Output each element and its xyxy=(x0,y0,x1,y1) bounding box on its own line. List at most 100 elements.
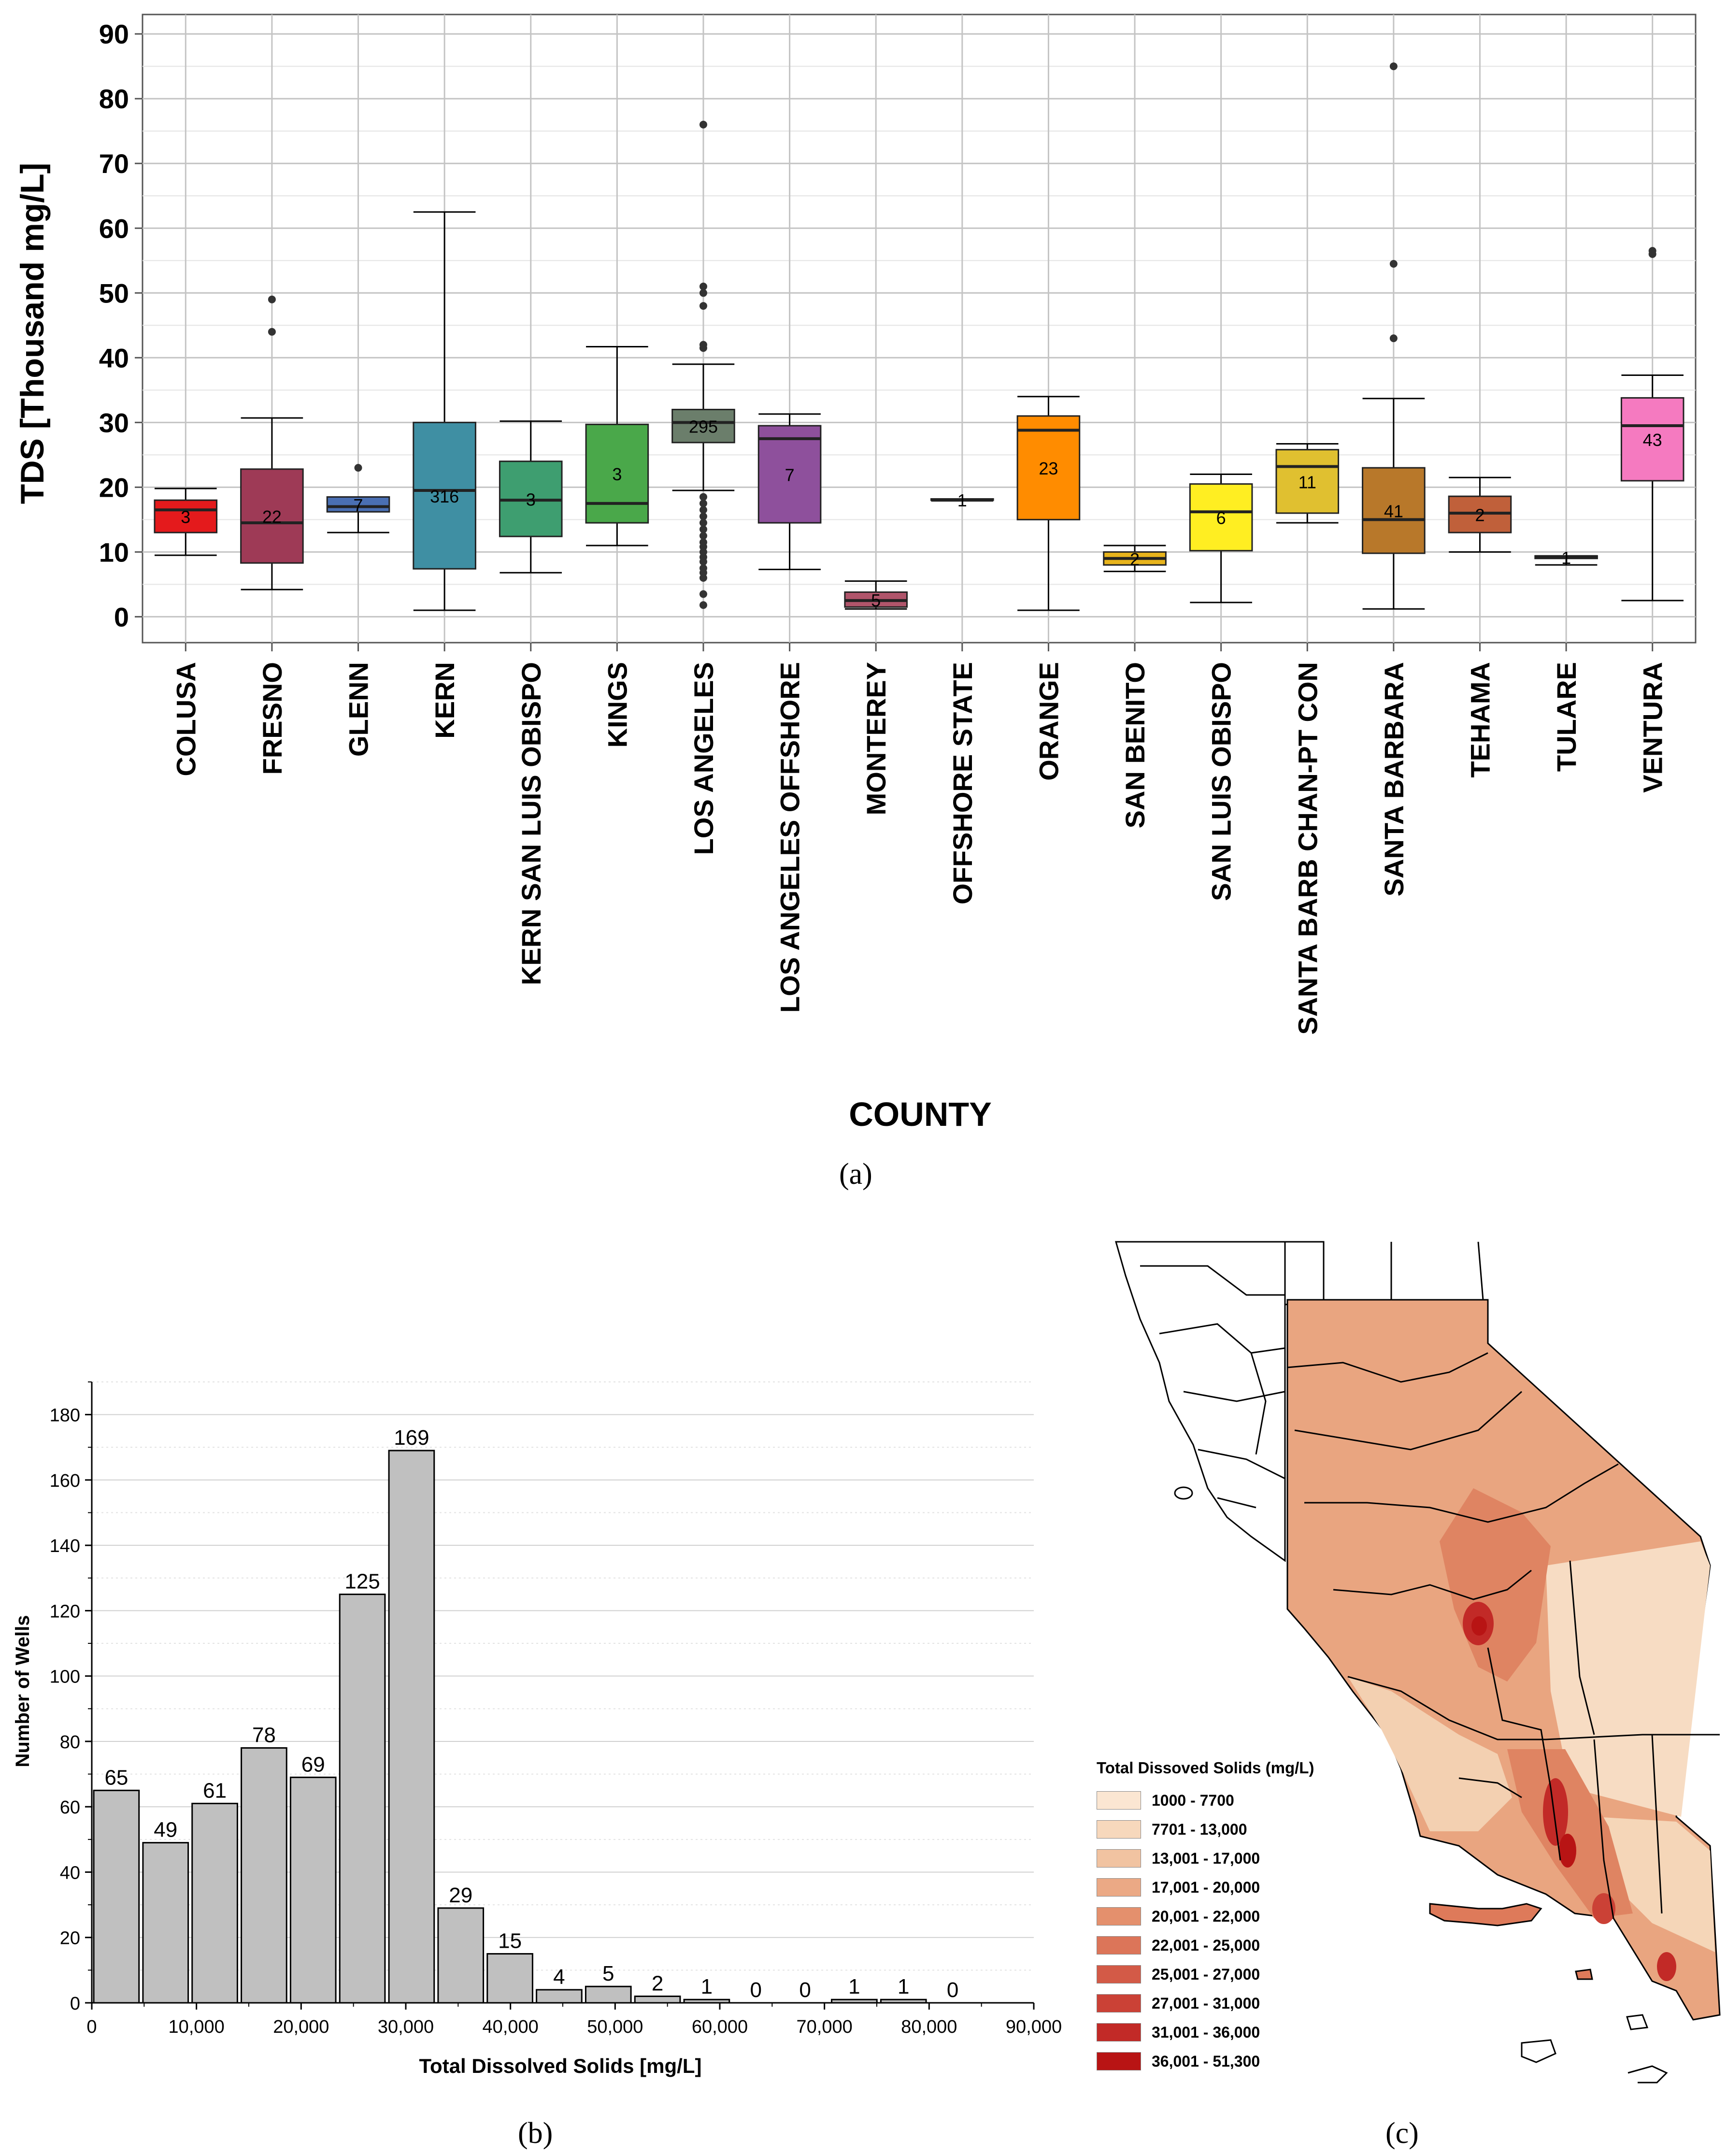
box-plot: 0 10 20 30 40 50 60 70 80 90 3 22 7 316 3 3 295 7 5 1 23 2 6 1… xyxy=(14,14,1697,1133)
box-plot-y-ticks: 0 10 20 30 40 50 60 70 80 90 xyxy=(99,19,143,632)
hist-bar-value-label: 15 xyxy=(498,1929,522,1953)
hist-bar-value-label: 5 xyxy=(602,1962,614,1985)
box-outlier xyxy=(1389,62,1398,71)
hist-x-tick-label: 90,000 xyxy=(1006,2017,1062,2037)
legend-label: 20,001 - 22,000 xyxy=(1152,1907,1260,1925)
box-count-label: 1 xyxy=(957,490,967,510)
box-x-tick-label: MONTEREY xyxy=(861,662,891,815)
legend-swatch xyxy=(1097,1849,1141,1868)
map-hotspot-sd xyxy=(1657,1952,1676,1981)
hist-bar xyxy=(536,1989,583,2004)
legend-label: 13,001 - 17,000 xyxy=(1152,1849,1260,1867)
hist-x-tick-label: 80,000 xyxy=(901,2017,957,2037)
box-outlier xyxy=(699,532,707,540)
box-count-label: 1 xyxy=(1561,548,1571,568)
box-y-tick-label: 70 xyxy=(99,148,129,179)
box-y-tick-label: 0 xyxy=(114,602,129,632)
box-y-tick-label: 90 xyxy=(99,19,129,49)
box-count-label: 43 xyxy=(1643,430,1662,450)
legend-label: 25,001 - 27,000 xyxy=(1152,1965,1260,1983)
hist-bar xyxy=(241,1747,287,2004)
map-mid-band-2 xyxy=(1507,1749,1633,1918)
map-legend-item: 36,001 - 51,300 xyxy=(1097,2047,1386,2076)
box-count-label: 316 xyxy=(430,487,459,506)
hist-y-tick-label: 100 xyxy=(50,1667,80,1687)
box-count-label: 22 xyxy=(262,507,282,527)
map-legend-item: 22,001 - 25,000 xyxy=(1097,1931,1386,1960)
hist-bar-value-label: 78 xyxy=(252,1723,276,1747)
legend-label: 17,001 - 20,000 xyxy=(1152,1878,1260,1896)
hist-bar xyxy=(831,1998,878,2004)
box-body xyxy=(1275,449,1340,514)
hist-bar-value-label: 49 xyxy=(154,1818,177,1842)
box-y-tick-label: 50 xyxy=(99,278,129,308)
panel-caption-c: (c) xyxy=(1385,2117,1419,2150)
hist-bar-value-label: 29 xyxy=(449,1883,472,1907)
hist-x-tick-label: 60,000 xyxy=(692,2017,748,2037)
hist-x-tick-label: 30,000 xyxy=(378,2017,434,2037)
hist-bar-value-label: 0 xyxy=(750,1978,762,2002)
hist-y-tick-label: 80 xyxy=(60,1732,80,1753)
box-x-tick-label: TULARE xyxy=(1551,662,1582,772)
legend-label: 22,001 - 25,000 xyxy=(1152,1936,1260,1954)
box-x-tick-label: COLUSA xyxy=(171,662,201,776)
box-y-tick-label: 80 xyxy=(99,84,129,114)
box-x-tick-label: LOS ANGELES OFFSHORE xyxy=(775,662,805,1013)
map-low-tds-south xyxy=(1348,1677,1512,1831)
box-outlier xyxy=(1389,334,1398,343)
hist-bar xyxy=(585,1985,632,2004)
map-hotspot-la-1 xyxy=(1543,1778,1568,1846)
hist-bar-value-label: 65 xyxy=(104,1766,128,1789)
box-plot-x-ticks: COLUSA FRESNO GLENN KERN KERN SAN LUIS OBISP… xyxy=(171,643,1668,1035)
hist-x-tick-label: 40,000 xyxy=(483,2017,539,2037)
box-body xyxy=(413,421,476,570)
box-outlier xyxy=(699,574,707,582)
box-x-tick-label: LOS ANGELES xyxy=(688,662,719,855)
box-count-label: 23 xyxy=(1039,459,1058,478)
box-outlier xyxy=(268,328,276,336)
box-outlier xyxy=(1389,259,1398,268)
legend-swatch xyxy=(1097,1791,1141,1810)
hist-bar xyxy=(634,1995,681,2004)
box-outlier xyxy=(699,601,707,609)
box-x-tick-label: SAN LUIS OBISPO xyxy=(1206,662,1237,901)
map-legend-item: 7701 - 13,000 xyxy=(1097,1815,1386,1844)
hist-y-tick-label: 140 xyxy=(50,1536,80,1556)
histogram-y-ticks: 0 20 40 60 80 100 120 140 160 180 xyxy=(50,1381,92,2014)
box-count-label: 3 xyxy=(612,464,622,484)
box-y-tick-label: 20 xyxy=(99,472,129,503)
hist-bar-value-label: 2 xyxy=(652,1971,663,1995)
hist-y-tick-label: 20 xyxy=(60,1928,80,1949)
map-hotspot-kern-core xyxy=(1471,1616,1487,1636)
map-island-outline-2 xyxy=(1626,2014,1649,2030)
map-legend: Total Dissoved Solids (mg/L) 1000 - 7700… xyxy=(1097,1759,1386,2076)
hist-bar-value-label: 0 xyxy=(799,1978,811,2002)
box-outlier xyxy=(699,558,707,566)
hist-bar xyxy=(339,1594,386,2004)
hist-x-tick-label: 20,000 xyxy=(273,2017,329,2037)
map-county-lines-region xyxy=(1287,1352,1720,1919)
legend-swatch xyxy=(1097,1994,1141,2012)
hist-y-tick-label: 60 xyxy=(60,1797,80,1818)
box-count-label: 7 xyxy=(785,465,795,485)
map-legend-item: 1000 - 7700 xyxy=(1097,1786,1386,1815)
box-y-tick-label: 10 xyxy=(99,537,129,567)
hist-x-tick-label: 70,000 xyxy=(797,2017,853,2037)
box-plot-area xyxy=(142,14,1697,644)
map-county-lines-north xyxy=(1140,1241,1484,1509)
box-x-tick-label: OFFSHORE STATE xyxy=(947,662,978,905)
hist-bar-value-label: 125 xyxy=(344,1570,380,1594)
box-plot-y-label: TDS [Thousand mg/L] xyxy=(14,163,51,504)
box-count-label: 2 xyxy=(1475,505,1484,525)
map-hotspot-orange xyxy=(1592,1893,1615,1924)
box-x-tick-label: KERN SAN LUIS OBISPO xyxy=(516,662,546,985)
box-outlier xyxy=(699,282,707,290)
map-island-outline-3 xyxy=(1627,2065,1668,2084)
hist-bar xyxy=(486,1953,533,2004)
hist-bar xyxy=(437,1907,485,2004)
map-low-tds-east xyxy=(1546,1541,1710,1817)
hist-bar xyxy=(191,1802,238,2004)
box-outlier xyxy=(699,506,707,514)
box-x-tick-label: ORANGE xyxy=(1033,662,1064,781)
